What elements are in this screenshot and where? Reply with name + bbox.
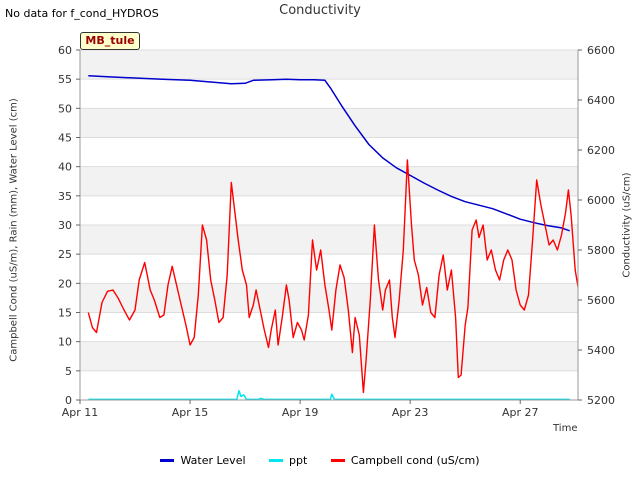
y-left-tick-label: 50 [58,102,72,115]
axes: 0 5 10 15 20 25 30 35 40 45 50 55 60 5200 5400 5600 5800… [58,44,615,419]
legend-item-campbell-cond: Campbell cond (uS/cm) [330,453,480,467]
y-right-tick-label: 6000 [587,194,615,207]
y-right-tick-label: 5200 [587,394,615,407]
x-tick-label: Apr 19 [282,406,319,419]
legend-swatch-campbell-cond [330,459,345,462]
grid-band [80,108,578,138]
series-layer [87,74,578,400]
legend-label-ppt: ppt [289,453,308,467]
x-tick-label: Apr 11 [62,406,99,419]
x-tick-label: Apr 23 [392,406,429,419]
no-data-note: No data for f_cond_HYDROS [5,7,159,20]
legend-label-water-level: Water Level [180,453,246,467]
y-left-tick-label: 15 [58,307,72,320]
y-axis-left-label: Campbell Cond (uS/m), Rain (mm), Water L… [8,98,20,362]
y-left-tick-label: 40 [58,161,72,174]
legend-item-water-level: Water Level [160,453,246,467]
series-campbell-cond [87,159,578,394]
y-left-tick-label: 25 [58,248,72,261]
grid-band [80,50,578,80]
y-left-tick-label: 0 [65,394,72,407]
y-right-tick-label: 6600 [587,44,615,57]
y-left-tick-label: 5 [65,365,72,378]
x-tick-label: Apr 27 [502,406,539,419]
y-right-tick-label: 6200 [587,144,615,157]
site-badge: MB_tule [80,32,140,50]
y-right-tick-label: 6400 [587,94,615,107]
background-bands [80,49,578,401]
y-left-tick-label: 60 [58,44,72,57]
legend-swatch-ppt [269,459,284,462]
x-axis-label: Time [553,423,578,434]
y-right-tick-label: 5400 [587,344,615,357]
x-tick-label: Apr 15 [172,406,209,419]
y-left-tick-label: 45 [58,132,72,145]
y-left-tick-label: 20 [58,277,72,290]
y-left-tick-label: 30 [58,219,72,232]
grid-band [80,166,578,196]
legend-label-campbell-cond: Campbell cond (uS/cm) [350,453,480,467]
series-water-level [88,74,570,232]
grid-band [80,225,578,255]
grid-band [80,341,578,371]
y-right-tick-label: 5800 [587,244,615,257]
legend: Water Level ppt Campbell cond (uS/cm) [0,453,640,467]
y-left-tick-label: 35 [58,190,72,203]
y-axis-right-label: Conductivity (uS/cm) [621,172,633,278]
legend-swatch-water-level [160,459,175,462]
chart-title: Conductivity [279,3,361,18]
series-ppt [88,389,570,400]
legend-item-ppt: ppt [269,454,307,467]
y-left-tick-label: 10 [58,336,72,349]
y-left-tick-label: 55 [58,73,72,86]
y-right-tick-label: 5600 [587,294,615,307]
site-badge-label: MB_tule [85,34,135,47]
